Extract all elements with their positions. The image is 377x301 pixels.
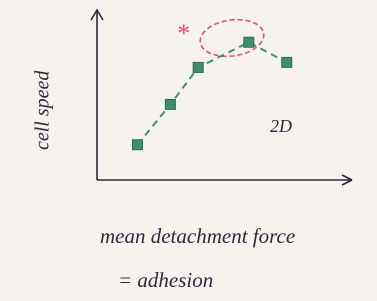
- highlight-ellipse: [198, 16, 266, 61]
- chart: cell speed mean detachment force = adhes…: [0, 0, 377, 301]
- x-axis-label-2: = adhesion: [118, 268, 213, 292]
- marker-note: *: [176, 19, 189, 48]
- annotation: 2D: [270, 116, 292, 136]
- data-point: [244, 37, 254, 47]
- data-point: [282, 57, 292, 67]
- y-axis-label: cell speed: [32, 70, 54, 150]
- data-point: [193, 62, 203, 72]
- trend-line: [137, 42, 286, 144]
- axes: [91, 10, 352, 185]
- y-axis: [91, 10, 103, 180]
- x-axis-label: mean detachment force: [100, 224, 295, 248]
- data-point: [165, 99, 175, 109]
- data-point: [132, 140, 142, 150]
- x-axis: [97, 175, 352, 185]
